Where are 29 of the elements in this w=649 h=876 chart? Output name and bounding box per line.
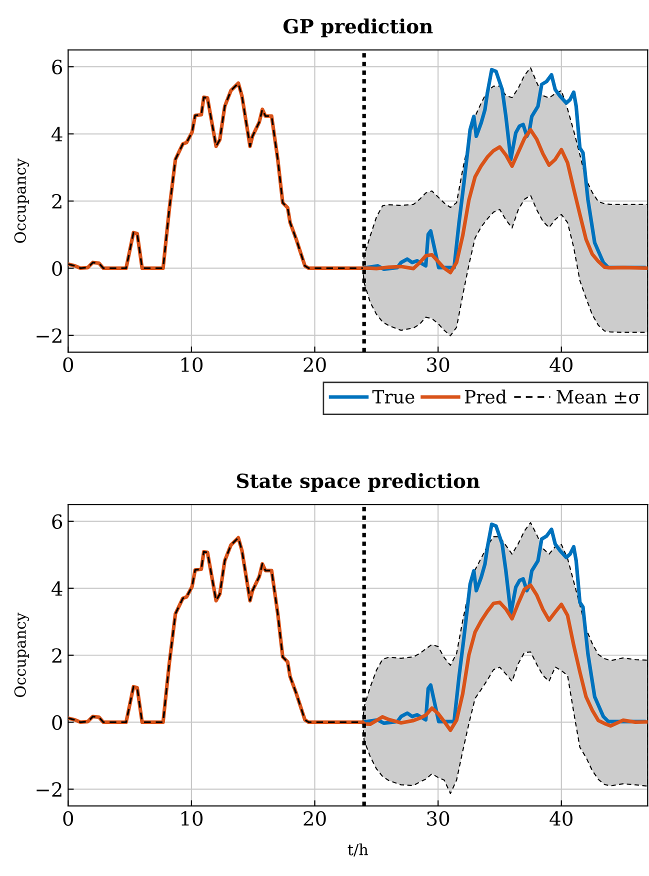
x-axis-title: t/h bbox=[348, 843, 368, 857]
y-tick-label: 2 bbox=[52, 648, 62, 663]
x-tick-label: 10 bbox=[181, 357, 203, 372]
y-axis-title: Occupancy bbox=[14, 158, 30, 243]
line-series bbox=[361, 522, 646, 726]
legend-label: Mean ±σ bbox=[556, 390, 640, 404]
y-tick-label: 4 bbox=[52, 126, 62, 142]
x-tick-label: 10 bbox=[181, 811, 203, 826]
x-tick-label: 0 bbox=[63, 811, 74, 826]
y-tick-label: 0 bbox=[52, 261, 62, 276]
chart-title: GP prediction bbox=[283, 18, 433, 38]
x-tick-label: 20 bbox=[304, 357, 326, 372]
x-tick-label: 40 bbox=[550, 357, 572, 372]
y-axis-title: Occupancy bbox=[14, 612, 30, 698]
x-tick-label: 0 bbox=[63, 357, 74, 372]
legend-label: Pred bbox=[464, 390, 506, 404]
y-tick-label: 6 bbox=[52, 60, 62, 74]
x-tick-label: 30 bbox=[427, 811, 450, 826]
x-tick-label: 20 bbox=[304, 811, 326, 826]
y-tick-label: −2 bbox=[36, 328, 62, 343]
y-tick-label: 4 bbox=[52, 581, 62, 596]
y-tick-label: −2 bbox=[36, 782, 62, 797]
chart-title: State space prediction bbox=[237, 473, 480, 492]
y-tick-label: 0 bbox=[52, 715, 62, 730]
y-tick-label: 6 bbox=[52, 514, 62, 529]
x-tick-label: 30 bbox=[427, 357, 450, 372]
legend-label: True bbox=[372, 390, 414, 404]
x-tick-label: 40 bbox=[550, 811, 572, 826]
y-tick-label: 2 bbox=[52, 194, 62, 208]
